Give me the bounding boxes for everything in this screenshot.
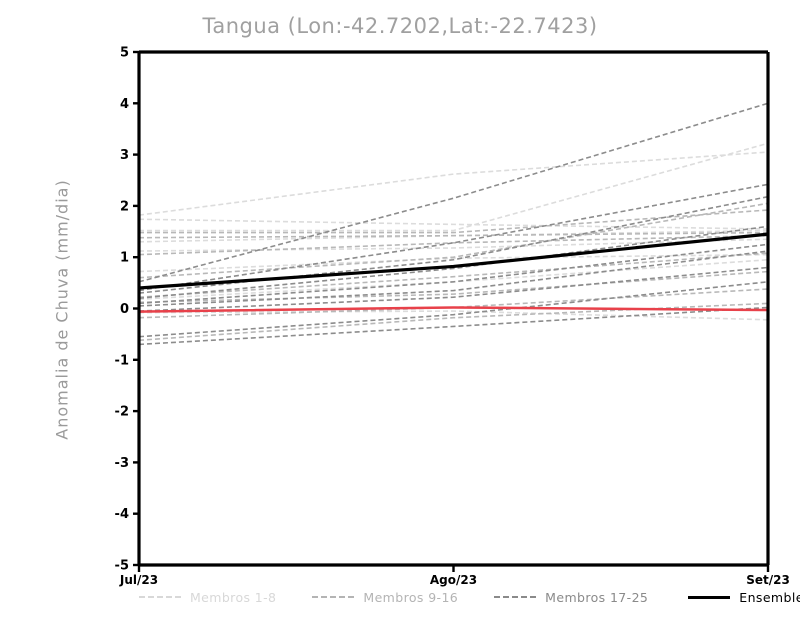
legend-item[interactable]: Membros 17-25 (494, 590, 648, 605)
x-tick-label: Ago/23 (430, 573, 477, 587)
series-line (138, 306, 769, 346)
legend-item[interactable]: Membros 9-16 (312, 590, 458, 605)
legend-item[interactable]: Ensemble Mean (688, 590, 800, 605)
series-line (138, 102, 769, 283)
legend-label: Ensemble Mean (739, 589, 800, 605)
y-tick-label: 5 (120, 46, 129, 61)
y-tick-label: -2 (115, 405, 129, 420)
series-line (138, 252, 769, 299)
series-line (138, 266, 769, 312)
series-line (138, 243, 769, 305)
legend-item[interactable]: Membros 1-8 (139, 590, 276, 605)
chart-legend: Membros 1-8 Membros 9-16 Membros 17-25 Ense… (139, 586, 800, 608)
series-line (138, 310, 769, 321)
y-tick-label: -4 (115, 507, 129, 522)
y-tick-label: -5 (115, 559, 129, 574)
y-tick-label: 1 (120, 251, 129, 266)
y-tick-label: 0 (120, 302, 129, 317)
legend-label: Membros 17-25 (545, 589, 649, 605)
y-tick-label: 4 (120, 97, 129, 112)
series-line (138, 270, 769, 304)
y-tick-label: -3 (115, 456, 129, 471)
series-line (138, 232, 769, 290)
series-line (139, 209, 769, 234)
series-layer (138, 102, 769, 346)
series-line (138, 202, 769, 279)
series-line (138, 302, 769, 342)
legend-swatch-dashed-icon (139, 596, 181, 598)
legend-label: Membros 1-8 (190, 589, 277, 605)
series-line (138, 218, 769, 230)
series-line (138, 234, 769, 256)
y-tick-label: -1 (115, 353, 129, 368)
series-line (139, 142, 769, 232)
legend-label: Membros 9-16 (363, 589, 459, 605)
x-tick-label: Jul/23 (119, 573, 158, 587)
x-tick-label: Set/23 (746, 573, 790, 587)
series-line (138, 183, 769, 292)
series-line (138, 281, 769, 338)
page-title: Tangua (Lon:-42.7202,Lat:-22.7423) (202, 14, 598, 38)
legend-swatch-solid-icon (688, 595, 731, 599)
series-line (138, 306, 769, 313)
series-line (138, 151, 769, 216)
series-line (138, 288, 769, 319)
legend-swatch-dashed-icon (312, 596, 355, 598)
legend-swatch-dashed-icon (494, 596, 537, 598)
axis-layer (133, 50, 770, 572)
series-line (138, 250, 769, 307)
series-line (138, 231, 769, 239)
series-line (138, 253, 769, 273)
y-tick-label: 3 (120, 148, 129, 163)
y-tick-label: 2 (120, 199, 129, 214)
series-line (138, 225, 769, 300)
